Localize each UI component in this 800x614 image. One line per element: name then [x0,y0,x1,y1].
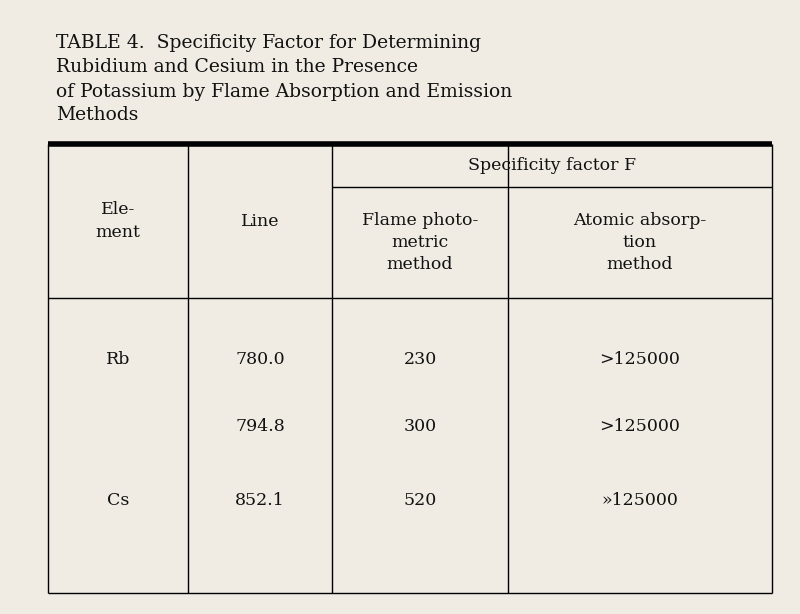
Text: Flame photo-
metric
method: Flame photo- metric method [362,212,478,273]
Text: Methods: Methods [56,106,138,123]
Text: Line: Line [241,212,279,230]
Text: 230: 230 [403,351,437,368]
Text: »125000: »125000 [602,492,678,509]
Text: Rb: Rb [106,351,130,368]
Text: >125000: >125000 [599,351,681,368]
Text: of Potassium by Flame Absorption and Emission: of Potassium by Flame Absorption and Emi… [56,83,512,101]
Text: Atomic absorp-
tion
method: Atomic absorp- tion method [574,212,706,273]
Text: 520: 520 [403,492,437,509]
Text: 780.0: 780.0 [235,351,285,368]
Text: Specificity factor F: Specificity factor F [468,157,636,174]
Text: Rubidium and Cesium in the Presence: Rubidium and Cesium in the Presence [56,58,418,76]
Text: Ele-
ment: Ele- ment [95,201,141,241]
Text: 300: 300 [403,418,437,435]
Text: Cs: Cs [107,492,129,509]
Text: 794.8: 794.8 [235,418,285,435]
Text: 852.1: 852.1 [235,492,285,509]
Text: >125000: >125000 [599,418,681,435]
Text: TABLE 4.  Specificity Factor for Determining: TABLE 4. Specificity Factor for Determin… [56,34,481,52]
